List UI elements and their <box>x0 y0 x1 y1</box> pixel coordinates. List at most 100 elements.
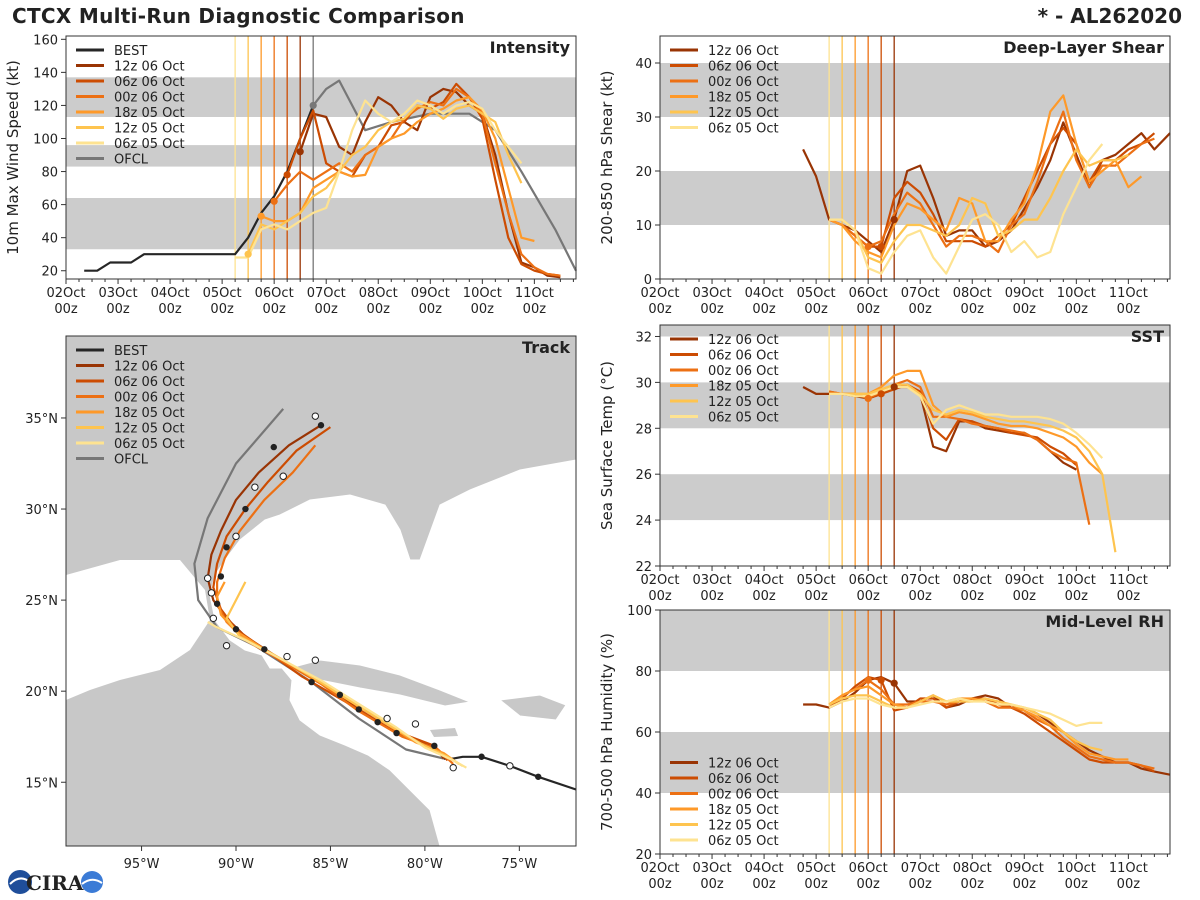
shear-xtick-label: 08Oct <box>953 286 992 301</box>
track-point <box>283 652 291 661</box>
track-point <box>506 762 514 770</box>
track-legend-label: 06z 06 Oct <box>114 375 185 390</box>
track-legend-label: 18z 05 Oct <box>114 406 185 421</box>
intensity-xtick-label: 10Oct <box>463 286 502 301</box>
rh-xtick-label: 04Oct <box>745 861 784 876</box>
intensity-series-06z-05-oct <box>235 99 523 259</box>
rh-band <box>660 610 1170 671</box>
intensity-xtick-label: 04Oct <box>151 286 190 301</box>
sst-legend-label: 06z 06 Oct <box>708 349 779 364</box>
track-ytick-label: 25°N <box>25 594 58 609</box>
sst-legend-label: 12z 05 Oct <box>708 395 779 410</box>
rh-legend-label: 12z 06 Oct <box>708 757 779 772</box>
intensity-xtick-label2: 00z <box>106 302 130 317</box>
intensity-ytick-label: 100 <box>33 132 58 147</box>
rh-xtick-label2: 00z <box>909 877 933 892</box>
intensity-ytick-label: 140 <box>33 66 58 81</box>
shear-xtick-label: 11Oct <box>1109 286 1148 301</box>
track-point <box>279 472 287 480</box>
track-xtick-label: 80°W <box>407 857 443 872</box>
rh-legend-label: 06z 05 Oct <box>708 834 779 849</box>
sst-xtick-label2: 00z <box>1013 589 1037 604</box>
track-point <box>223 544 230 551</box>
track-legend-label: 00z 06 Oct <box>114 391 185 406</box>
track-legend-label: 12z 05 Oct <box>114 422 185 437</box>
shear-ytick-label: 0 <box>644 273 652 288</box>
rh-xtick-label: 05Oct <box>797 861 836 876</box>
intensity-series-12z-05-oct <box>247 104 523 255</box>
shear-point <box>864 243 872 251</box>
intensity-xtick-label2: 00z <box>523 302 547 317</box>
cira-logo: CIRA <box>8 870 103 895</box>
intensity-point <box>309 101 317 110</box>
intensity-xtick-label: 06Oct <box>255 286 294 301</box>
track-point <box>393 729 400 737</box>
sst-xtick-label2: 00z <box>648 589 672 604</box>
shear-xtick-label: 05Oct <box>797 286 836 301</box>
intensity-xtick-label: 05Oct <box>203 286 242 301</box>
intensity-legend-label: 18z 05 Oct <box>114 106 185 121</box>
intensity-ytick-label: 40 <box>41 232 58 247</box>
sst-ytick-label: 24 <box>635 514 652 529</box>
sst-xtick-label2: 00z <box>961 589 985 604</box>
sst-series-12z-05-oct <box>829 383 1117 553</box>
intensity-xtick-label2: 00z <box>315 302 339 317</box>
intensity-ytick-label: 80 <box>41 166 58 181</box>
sst-xtick-label2: 00z <box>909 589 933 604</box>
sst-point <box>864 394 872 403</box>
shear-xtick-label: 07Oct <box>901 286 940 301</box>
intensity-ytick-label: 120 <box>33 99 58 114</box>
sst-xtick-label2: 00z <box>1117 589 1141 604</box>
shear-xtick-label2: 00z <box>856 302 880 317</box>
intensity-legend-label: 06z 05 Oct <box>114 137 185 152</box>
track-point <box>478 753 485 760</box>
rh-point <box>890 679 898 687</box>
shear-point <box>877 243 885 251</box>
intensity-frame <box>65 35 577 280</box>
rh-xtick-label: 08Oct <box>953 861 992 876</box>
sst-band <box>660 325 1170 337</box>
shear-band <box>660 63 1170 117</box>
intensity-xtick-label2: 00z <box>367 302 391 317</box>
track-point <box>411 720 420 728</box>
sst-series-06z-05-oct <box>829 385 1104 459</box>
rh-xtick-label2: 00z <box>961 877 985 892</box>
rh-xtick-label: 11Oct <box>1109 861 1148 876</box>
intensity-xtick-label: 02Oct <box>46 286 85 301</box>
intensity-band <box>66 198 576 250</box>
shear-xtick-label: 04Oct <box>745 286 784 301</box>
rh-legend-label: 12z 05 Oct <box>708 819 779 834</box>
shear-point <box>890 216 898 224</box>
shear-series-06z-05-oct <box>829 143 1104 275</box>
intensity-xtick-label2: 00z <box>210 302 234 317</box>
track-ytick-label: 20°N <box>25 685 58 700</box>
intensity-title: Intensity <box>490 38 571 57</box>
intensity-xtick-label2: 00z <box>54 302 78 317</box>
track-point <box>242 505 249 513</box>
intensity-legend-label: 12z 05 Oct <box>114 122 185 137</box>
track-point <box>431 742 438 750</box>
sst-legend-label: 18z 05 Oct <box>708 380 779 395</box>
sst-frame <box>659 324 1171 567</box>
intensity-point <box>257 212 265 220</box>
intensity-xtick-label2: 00z <box>158 302 182 317</box>
sst-xtick-label: 05Oct <box>797 573 836 588</box>
shear-xtick-label: 09Oct <box>1005 286 1044 301</box>
intensity-series-00z-06-oct <box>273 87 561 277</box>
shear-xtick-label: 06Oct <box>849 286 888 301</box>
shear-xtick-label2: 00z <box>804 302 828 317</box>
intensity-point <box>270 197 278 205</box>
rh-xtick-label: 03Oct <box>693 861 732 876</box>
sst-xtick-label: 09Oct <box>1005 573 1044 588</box>
track-point <box>270 443 277 451</box>
rh-series-12z-05-oct <box>828 694 1103 752</box>
rh-title: Mid-Level RH <box>1045 612 1164 631</box>
track-point <box>207 589 216 597</box>
track-panel: 15°N 20°N 25°N 30°N 35°N 95°W 90°W 85°W 80°W 75°W… <box>25 335 577 872</box>
sst-xtick-label2: 00z <box>856 589 880 604</box>
track-point <box>222 641 231 650</box>
intensity-xtick-label: 11Oct <box>515 286 554 301</box>
shear-ytick-label: 40 <box>635 57 652 72</box>
shear-xtick-label2: 00z <box>1117 302 1141 317</box>
track-xtick-label: 75°W <box>501 857 537 872</box>
